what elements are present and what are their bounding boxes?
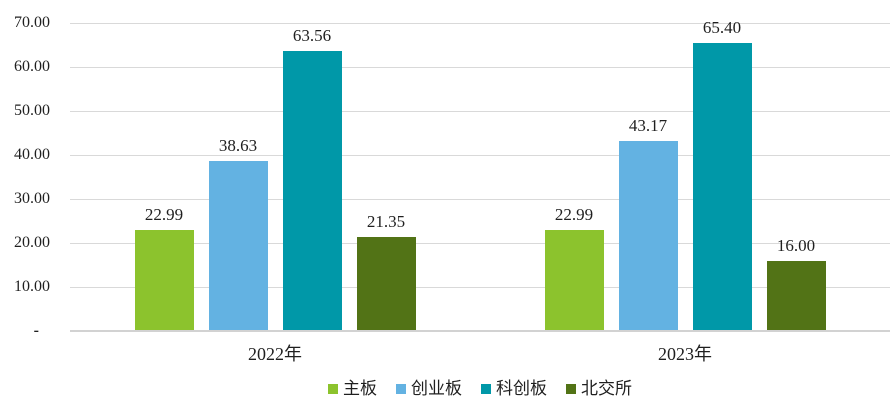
bar-主板-2023年 — [544, 230, 604, 331]
value-label-科创板-2022年: 63.56 — [292, 26, 332, 45]
legend-swatch-icon — [481, 383, 491, 394]
legend-item-创业板: 创业板 — [396, 378, 462, 399]
y-tick-label-0: - — [33, 322, 39, 339]
bar-创业板-2023年 — [618, 141, 678, 331]
gridline-40 — [70, 154, 890, 156]
legend-label: 北交所 — [581, 379, 632, 398]
x-axis-line — [70, 330, 890, 332]
y-tick-label-10: 10.00 — [14, 278, 50, 295]
y-tick-label-20: 20.00 — [14, 234, 50, 251]
x-category-label-2023年: 2023年 — [658, 344, 712, 364]
bar-北交所-2022年 — [356, 237, 416, 331]
legend-swatch-icon — [566, 383, 576, 394]
value-label-创业板-2022年: 38.63 — [218, 136, 258, 155]
legend-swatch-icon — [396, 383, 406, 394]
y-tick-label-70: 70.00 — [14, 14, 50, 31]
y-tick-label-50: 50.00 — [14, 102, 50, 119]
value-label-主板-2022年: 22.99 — [144, 205, 184, 224]
bar-科创板-2022年 — [282, 51, 342, 331]
legend-item-主板: 主板 — [328, 378, 377, 399]
legend: 主板 创业板 科创板 北交所 — [70, 378, 890, 399]
plot-area: 22.99 38.63 63.56 21.35 22.99 43.17 65.40 16.00 — [70, 0, 890, 332]
value-label-北交所-2023年: 16.00 — [776, 236, 816, 255]
gridline-20 — [70, 242, 890, 244]
bar-北交所-2023年 — [766, 261, 826, 331]
legend-swatch-icon — [328, 383, 338, 394]
y-tick-label-60: 60.00 — [14, 58, 50, 75]
y-tick-label-40: 40.00 — [14, 146, 50, 163]
legend-item-北交所: 北交所 — [566, 378, 632, 399]
gridline-30 — [70, 198, 890, 200]
bar-创业板-2022年 — [208, 161, 268, 331]
value-label-科创板-2023年: 65.40 — [702, 18, 742, 37]
legend-label: 科创板 — [496, 379, 547, 398]
bar-科创板-2023年 — [692, 43, 752, 331]
gridline-60 — [70, 66, 890, 68]
bar-主板-2022年 — [134, 230, 194, 331]
gridline-70 — [70, 22, 890, 24]
legend-label: 主板 — [343, 379, 377, 398]
value-label-创业板-2023年: 43.17 — [628, 116, 668, 135]
y-tick-label-30: 30.00 — [14, 190, 50, 207]
x-category-label-2022年: 2022年 — [248, 344, 302, 364]
value-label-北交所-2022年: 21.35 — [366, 212, 406, 231]
value-label-主板-2023年: 22.99 — [554, 205, 594, 224]
gridline-10 — [70, 286, 890, 288]
legend-item-科创板: 科创板 — [481, 378, 547, 399]
gridline-50 — [70, 110, 890, 112]
legend-label: 创业板 — [411, 379, 462, 398]
